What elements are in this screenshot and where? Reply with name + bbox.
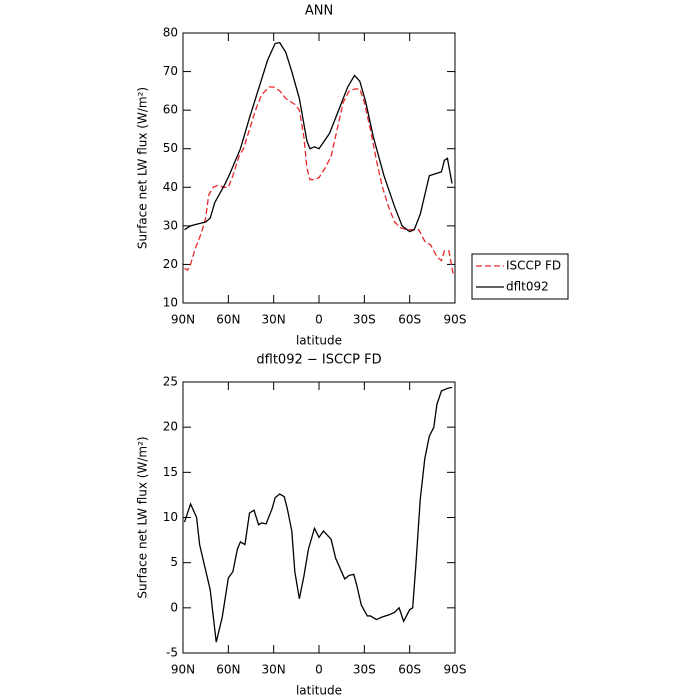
data-line	[184, 86, 455, 277]
x-axis-label: latitude	[296, 684, 342, 698]
x-tick-label: 90N	[171, 663, 195, 677]
x-tick-label: 60S	[398, 313, 421, 327]
y-tick-label: 20	[163, 257, 178, 271]
y-axis-label: Surface net LW flux (W/m²)	[136, 436, 150, 598]
y-tick-label: 0	[170, 600, 178, 614]
legend-label: dflt092	[506, 280, 549, 294]
y-tick-label: 10	[163, 510, 178, 524]
y-tick-label: 80	[163, 26, 178, 40]
y-axis-label: Surface net LW flux (W/m²)	[136, 87, 150, 249]
x-tick-label: 30S	[353, 663, 376, 677]
x-tick-label: 90N	[171, 313, 195, 327]
x-tick-label: 0	[315, 663, 323, 677]
y-tick-label: 50	[163, 141, 178, 155]
y-tick-label: 20	[163, 420, 178, 434]
x-tick-label: 30S	[353, 313, 376, 327]
x-axis-label: latitude	[296, 334, 342, 348]
chart-title: ANN	[305, 4, 333, 19]
y-tick-label: 25	[163, 375, 178, 389]
x-tick-label: 0	[315, 313, 323, 327]
plot-frame	[182, 381, 456, 654]
x-tick-label: 30N	[262, 313, 286, 327]
y-tick-label: -5	[166, 646, 178, 660]
y-tick-label: 15	[163, 465, 178, 479]
y-tick-label: 30	[163, 218, 178, 232]
y-tick-label: 10	[163, 296, 178, 310]
data-line	[184, 41, 453, 233]
y-tick-label: 5	[170, 555, 178, 569]
y-tick-label: 60	[163, 103, 178, 117]
x-tick-label: 60N	[216, 313, 240, 327]
x-tick-label: 30N	[262, 663, 286, 677]
chart-title: dflt092 − ISCCP FD	[256, 353, 381, 368]
y-tick-label: 70	[163, 64, 178, 78]
plot-frame	[182, 32, 456, 304]
x-tick-label: 60N	[216, 663, 240, 677]
x-tick-label: 90S	[444, 663, 467, 677]
x-tick-label: 90S	[444, 313, 467, 327]
data-line	[183, 386, 453, 643]
legend-label: ISCCP FD	[506, 259, 561, 273]
y-tick-label: 40	[163, 180, 178, 194]
legend-box	[471, 253, 569, 300]
x-tick-label: 60S	[398, 663, 421, 677]
